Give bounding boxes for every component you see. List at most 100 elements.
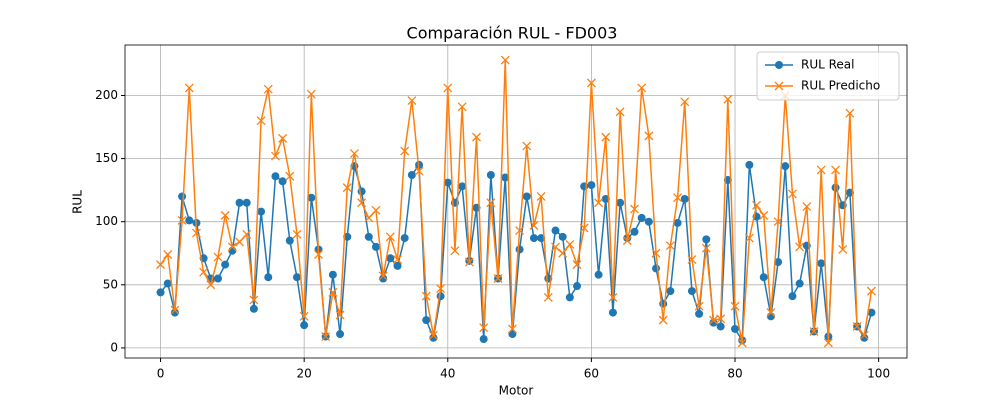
marker (673, 218, 682, 227)
y-tick-label: 0 (110, 340, 118, 354)
marker (651, 248, 661, 258)
marker (422, 316, 431, 325)
marker (565, 293, 574, 302)
marker (379, 274, 388, 283)
marker (759, 273, 768, 282)
marker (364, 213, 374, 223)
marker (163, 279, 172, 288)
marker (300, 321, 309, 330)
marker (831, 165, 841, 175)
marker (336, 330, 345, 339)
marker (508, 330, 517, 339)
marker (213, 274, 222, 283)
marker (314, 250, 323, 259)
marker (594, 270, 603, 279)
marker (745, 160, 754, 169)
legend-marker (774, 81, 784, 91)
marker (823, 338, 833, 348)
marker (558, 248, 568, 258)
marker (687, 287, 696, 296)
marker (256, 116, 266, 126)
chart-title: Comparación RUL - FD003 (407, 24, 618, 43)
marker (443, 178, 452, 187)
marker (573, 282, 582, 291)
y-axis-label: RUL (71, 190, 85, 214)
marker (587, 181, 596, 190)
marker (608, 308, 617, 317)
y-tick-label: 50 (103, 277, 118, 291)
legend-label: RUL Predicho (801, 79, 880, 93)
legend-marker (775, 61, 783, 69)
legend-box (756, 51, 900, 101)
marker (637, 213, 646, 222)
marker (529, 221, 539, 230)
marker (170, 308, 179, 317)
marker (658, 315, 668, 325)
marker (644, 217, 653, 226)
marker (436, 284, 446, 294)
marker (515, 245, 524, 254)
marker (774, 258, 783, 267)
marker (694, 301, 704, 311)
marker (680, 97, 690, 107)
marker (565, 239, 575, 249)
marker (622, 236, 632, 246)
marker (292, 229, 302, 239)
marker (716, 314, 726, 324)
marker (608, 292, 618, 302)
marker (666, 287, 675, 296)
marker (407, 96, 417, 105)
marker (852, 321, 862, 331)
marker (644, 131, 654, 141)
marker (249, 295, 259, 305)
marker (586, 78, 596, 88)
series-line (159, 60, 873, 343)
marker (386, 254, 395, 263)
marker (551, 226, 560, 235)
marker (486, 170, 495, 179)
marker (458, 182, 467, 191)
marker (235, 198, 244, 207)
marker (220, 210, 230, 220)
marker (385, 232, 395, 242)
marker (802, 202, 812, 212)
marker (270, 151, 280, 161)
marker (378, 271, 388, 281)
marker (349, 149, 359, 158)
legend-label: RUL Real (801, 58, 855, 72)
marker (500, 55, 510, 65)
marker (795, 242, 805, 252)
marker (264, 273, 273, 282)
marker (773, 217, 783, 227)
legend: RUL Real RUL Predicho (756, 51, 900, 101)
marker (221, 260, 230, 269)
marker (867, 308, 876, 317)
marker (788, 189, 797, 199)
marker (579, 223, 589, 233)
marker (371, 205, 381, 215)
marker (752, 200, 762, 210)
marker (816, 165, 826, 175)
marker (278, 133, 288, 143)
marker (299, 311, 309, 321)
marker (543, 292, 553, 302)
marker (522, 141, 532, 151)
marker (472, 132, 481, 142)
marker (328, 270, 337, 279)
marker (328, 287, 338, 297)
x-tick-label: 80 (727, 367, 742, 381)
marker (601, 132, 611, 142)
marker (637, 83, 647, 93)
marker (630, 204, 639, 214)
marker (271, 172, 280, 181)
marker (443, 83, 453, 93)
marker (759, 210, 769, 220)
marker (285, 171, 295, 181)
marker (429, 333, 438, 342)
plot-frame (124, 44, 908, 359)
marker (781, 162, 790, 171)
marker (184, 83, 194, 93)
marker (407, 170, 416, 179)
marker (616, 198, 625, 207)
